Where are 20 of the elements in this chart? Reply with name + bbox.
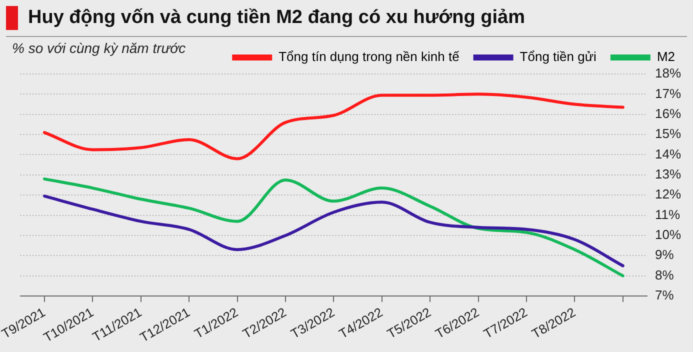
y-axis-title: % so với cùng kỳ năm trước — [12, 40, 186, 56]
legend-label: M2 — [656, 49, 676, 64]
y-tick-label: 14% — [654, 146, 682, 162]
y-tick-label: 7% — [654, 288, 674, 303]
y-tick-label: 13% — [654, 166, 682, 182]
line-series — [42, 177, 624, 278]
line-series — [42, 194, 624, 268]
y-tick-label: 17% — [654, 86, 682, 101]
y-tick-label: 11% — [654, 206, 680, 222]
y-tick-label: 8% — [654, 267, 674, 282]
y-tick-label: 10% — [654, 227, 682, 242]
legend-label: Tổng tín dụng trong nền kinh tế — [278, 49, 460, 64]
y-tick-label: 18% — [654, 66, 682, 81]
y-tick-label: 16% — [654, 106, 682, 121]
y-tick-label: 9% — [654, 247, 674, 262]
line-series — [42, 92, 624, 160]
legend-label: Tổng tiền gửi — [520, 49, 597, 64]
chart-title: Huy động vốn và cung tiền M2 đang có xu hướng giảm — [28, 7, 526, 29]
y-tick-label: 15% — [654, 126, 682, 142]
y-tick-label: 12% — [654, 186, 682, 202]
